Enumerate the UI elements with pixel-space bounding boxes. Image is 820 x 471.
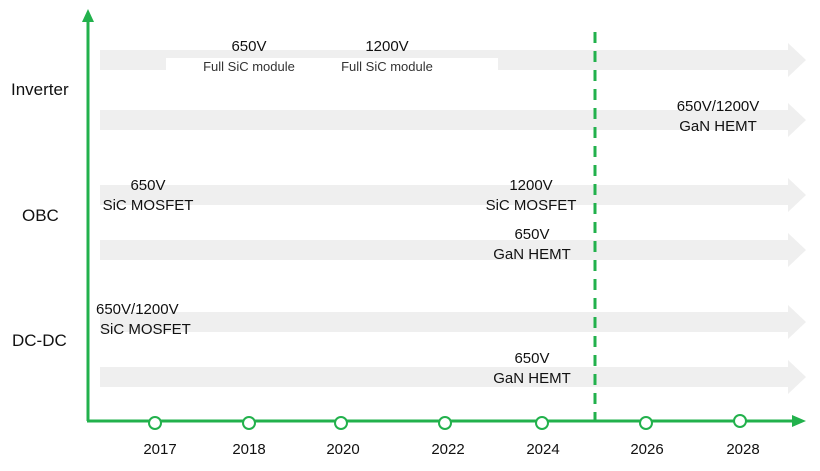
label-inverter-650-sic-module: 650V Full SiC module — [190, 37, 308, 77]
voltage-text: 650V — [514, 226, 550, 243]
year-label: 2024 — [526, 441, 560, 458]
year-label: 2026 — [630, 441, 664, 458]
device-text: SiC MOSFET — [102, 197, 194, 214]
device-text: SiC MOSFET — [100, 321, 191, 338]
marker-2017 — [148, 416, 162, 430]
year-label: 2022 — [431, 441, 465, 458]
voltage-text: 650V — [514, 350, 550, 367]
device-text: Full SiC module — [203, 59, 295, 74]
marker-2022 — [438, 416, 452, 430]
category-obc: OBC — [22, 206, 59, 225]
x-axis-arrow — [792, 415, 806, 427]
lane-obc-2 — [100, 233, 806, 267]
lanes — [100, 43, 806, 394]
label-obc-1200-sic-mosfet: 1200V SiC MOSFET — [481, 176, 581, 216]
device-text: Full SiC module — [341, 59, 433, 74]
lane-inverter-2 — [100, 103, 806, 137]
device-text: SiC MOSFET — [485, 197, 577, 214]
y-axis-arrow — [82, 9, 94, 22]
label-dcdc-650-gan-hemt: 650V GaN HEMT — [482, 349, 582, 389]
marker-2028 — [733, 414, 747, 428]
label-obc-650-sic-mosfet: 650V SiC MOSFET — [98, 176, 198, 216]
voltage-text: 650V — [130, 177, 166, 194]
label-inverter-gan-hemt: 650V/1200V GaN HEMT — [662, 97, 774, 137]
device-text: GaN HEMT — [493, 246, 571, 263]
lane-obc-1 — [100, 178, 806, 212]
device-text: GaN HEMT — [493, 370, 571, 387]
lane-dcdc-1 — [100, 305, 806, 339]
voltage-text: 650V/1200V — [96, 301, 179, 318]
category-dcdc: DC-DC — [12, 331, 67, 350]
timeline-markers — [148, 414, 747, 430]
voltage-text: 1200V — [365, 38, 409, 55]
voltage-text: 650V — [231, 38, 267, 55]
label-inverter-1200-sic-module: 1200V Full SiC module — [328, 37, 446, 77]
year-label: 2018 — [232, 441, 266, 458]
year-label: 2017 — [143, 441, 177, 458]
year-label: 2020 — [326, 441, 360, 458]
category-inverter: Inverter — [11, 80, 69, 99]
label-masks — [166, 58, 498, 80]
marker-2024 — [535, 416, 549, 430]
marker-2018 — [242, 416, 256, 430]
marker-2020 — [334, 416, 348, 430]
label-dcdc-sic-mosfet: 650V/1200V SiC MOSFET — [96, 300, 200, 340]
marker-2026 — [639, 416, 653, 430]
label-obc-650-gan-hemt: 650V GaN HEMT — [482, 225, 582, 265]
voltage-text: 650V/1200V — [676, 98, 760, 115]
lane-dcdc-2 — [100, 360, 806, 394]
device-text: GaN HEMT — [679, 118, 757, 135]
year-label: 2028 — [726, 441, 760, 458]
voltage-text: 1200V — [509, 177, 553, 194]
